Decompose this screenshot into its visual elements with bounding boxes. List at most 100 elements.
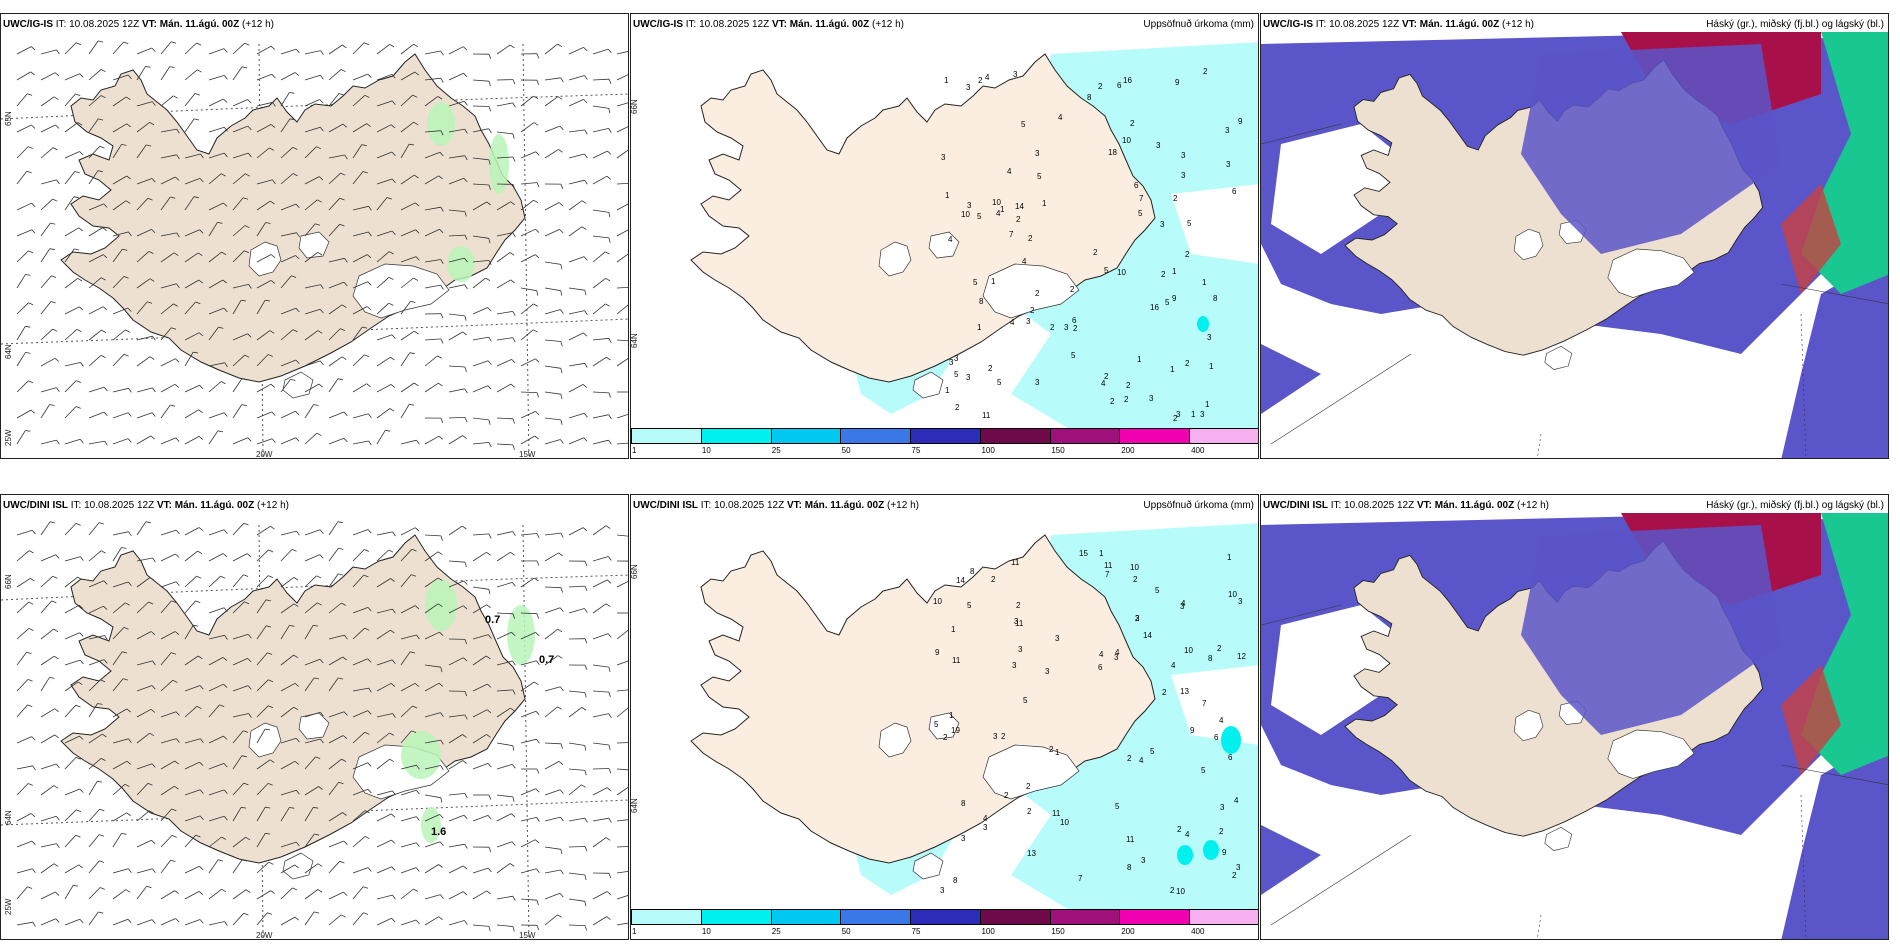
wind-barb-flag xyxy=(366,383,371,388)
wind-barb-flag xyxy=(388,276,394,280)
wind-barb-flag xyxy=(364,810,370,814)
wind-barb xyxy=(64,329,78,341)
wind-barb-flag xyxy=(242,859,247,862)
valid-label: VT: xyxy=(1401,19,1417,30)
wind-barb-flag xyxy=(152,335,156,341)
wind-barb xyxy=(424,175,439,185)
wind-barb-flag xyxy=(295,359,300,364)
wind-barb xyxy=(88,635,105,640)
precip-value: 2 xyxy=(1073,324,1078,333)
wind-barb xyxy=(328,172,341,185)
wind-barb xyxy=(16,302,29,315)
wind-barb-flag xyxy=(608,108,611,114)
wind-barb-flag xyxy=(53,785,59,789)
wind-barb-flag xyxy=(196,42,202,46)
wind-barb xyxy=(136,229,152,237)
wind-barb xyxy=(448,657,464,666)
wind-barb-flag xyxy=(439,631,444,636)
wind-barb-flag xyxy=(338,547,344,550)
wind-barb xyxy=(304,911,315,926)
wind-barb xyxy=(208,326,219,341)
precip-value: 4 xyxy=(1101,379,1106,388)
wind-barb-flag xyxy=(174,760,179,765)
wind-barb-flag xyxy=(27,704,33,707)
wind-barb xyxy=(232,601,245,614)
wind-barb xyxy=(424,382,439,393)
precip-value: 3 xyxy=(1176,410,1181,419)
wind-barb-flag xyxy=(341,758,347,762)
precip-value: 2 xyxy=(1093,248,1098,257)
wind-barb-flag xyxy=(416,634,420,640)
wind-barb-flag xyxy=(488,184,491,190)
wind-barb xyxy=(136,278,151,289)
wind-barb xyxy=(136,101,153,107)
wind-barb-flag xyxy=(511,582,516,587)
wind-barb-flag xyxy=(27,679,33,682)
precip-value: 10 xyxy=(1228,590,1237,599)
wind-barb xyxy=(376,356,391,367)
wind-barb xyxy=(376,578,391,588)
precip-value: 8 xyxy=(1213,294,1218,303)
wind-barb xyxy=(328,812,343,822)
wind-barb xyxy=(64,227,80,237)
wind-barb-flag xyxy=(584,664,588,670)
wind-barb xyxy=(328,656,344,666)
wind-barb-flag xyxy=(198,332,204,337)
wind-barb-flag xyxy=(54,357,60,362)
wind-barb xyxy=(592,150,608,159)
wind-barb xyxy=(328,328,341,341)
wind-barb-flag xyxy=(486,201,491,206)
wind-barb xyxy=(208,381,222,393)
wind-barb xyxy=(592,105,609,109)
wind-barb-flag xyxy=(123,41,129,45)
wind-barb-flag xyxy=(269,147,274,151)
wind-barb-flag xyxy=(488,926,491,932)
precip-value: 6 xyxy=(1072,316,1077,325)
wind-barb xyxy=(544,149,559,159)
wind-barb xyxy=(88,95,102,107)
wind-barb xyxy=(16,46,32,55)
wind-barb xyxy=(616,846,628,848)
wind-barb-flag xyxy=(318,786,323,790)
wind-barb-flag xyxy=(487,683,492,688)
wind-barb xyxy=(64,306,80,315)
wind-barb-flag xyxy=(557,655,563,659)
wind-barb-flag xyxy=(536,925,540,931)
precip-value: 2 xyxy=(1130,119,1135,128)
wind-barb-flag xyxy=(368,231,372,237)
wind-barb xyxy=(376,302,390,315)
wind-barb-flag xyxy=(560,309,564,314)
precip-value: 8 xyxy=(979,297,984,306)
wind-barb-flag xyxy=(386,197,392,200)
wind-barb xyxy=(160,154,177,159)
wind-barb-flag xyxy=(55,124,60,129)
wind-barb xyxy=(568,768,585,771)
precip-value: 3 xyxy=(1026,317,1031,326)
wind-barb-flag xyxy=(315,223,321,226)
wind-barb xyxy=(136,47,152,55)
wind-barb-flag xyxy=(199,178,204,183)
wind-barb xyxy=(352,867,369,874)
wind-barb-flag xyxy=(342,44,347,49)
wind-barb-flag xyxy=(488,589,491,595)
wind-barb-flag xyxy=(103,386,108,392)
wind-barb-flag xyxy=(367,658,372,663)
wind-barb-flag xyxy=(56,387,60,392)
latitude-line xyxy=(1,799,628,826)
wind-barb-flag xyxy=(337,378,343,381)
wind-barb-flag xyxy=(295,790,300,795)
wind-barb xyxy=(376,74,393,81)
wind-barb-flag xyxy=(223,789,228,794)
wind-barb xyxy=(304,575,317,588)
wind-barb xyxy=(112,144,122,159)
wind-barb xyxy=(352,886,364,900)
wind-barb xyxy=(328,547,339,562)
wind-barb-flag xyxy=(175,529,180,535)
precip-value: 2 xyxy=(1026,782,1031,791)
wind-barb xyxy=(280,789,297,796)
wind-barb xyxy=(352,354,365,367)
precip-value: 2 xyxy=(991,575,996,584)
wind-barb xyxy=(496,660,513,666)
wind-barb-flag xyxy=(608,439,612,445)
wind-barb xyxy=(304,711,321,718)
